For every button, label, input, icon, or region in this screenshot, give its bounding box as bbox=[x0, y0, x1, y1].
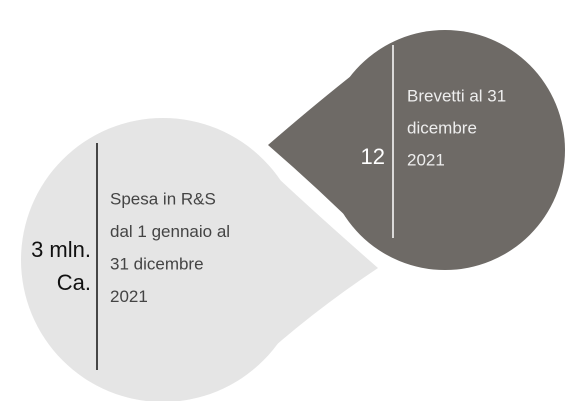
left-bubble-shape bbox=[21, 118, 378, 401]
description-line: 31 dicembre bbox=[110, 254, 204, 273]
description-line: 2021 bbox=[110, 287, 148, 306]
value-line: Ca. bbox=[57, 270, 91, 295]
right-bubble-shape bbox=[268, 30, 565, 270]
texts: 3 mln. Ca. Spesa in R&S dal 1 gennaio al 31 … bbox=[31, 86, 506, 306]
description-line: Brevetti al 31 bbox=[407, 86, 506, 105]
description-line: dicembre bbox=[407, 118, 477, 137]
description-line: 2021 bbox=[407, 150, 445, 169]
value-line: 12 bbox=[361, 144, 385, 169]
description-line: dal 1 gennaio al bbox=[110, 222, 230, 241]
value-line: 3 mln. bbox=[31, 237, 91, 262]
description-line: Spesa in R&S bbox=[110, 189, 216, 208]
